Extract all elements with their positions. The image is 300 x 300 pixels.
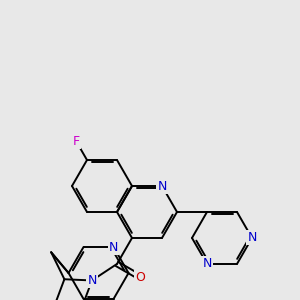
Text: N: N — [247, 232, 257, 244]
Text: N: N — [109, 241, 118, 254]
Text: O: O — [135, 271, 145, 284]
Text: N: N — [157, 179, 167, 193]
Text: N: N — [87, 274, 97, 287]
Text: F: F — [73, 135, 80, 148]
Text: N: N — [202, 257, 212, 270]
